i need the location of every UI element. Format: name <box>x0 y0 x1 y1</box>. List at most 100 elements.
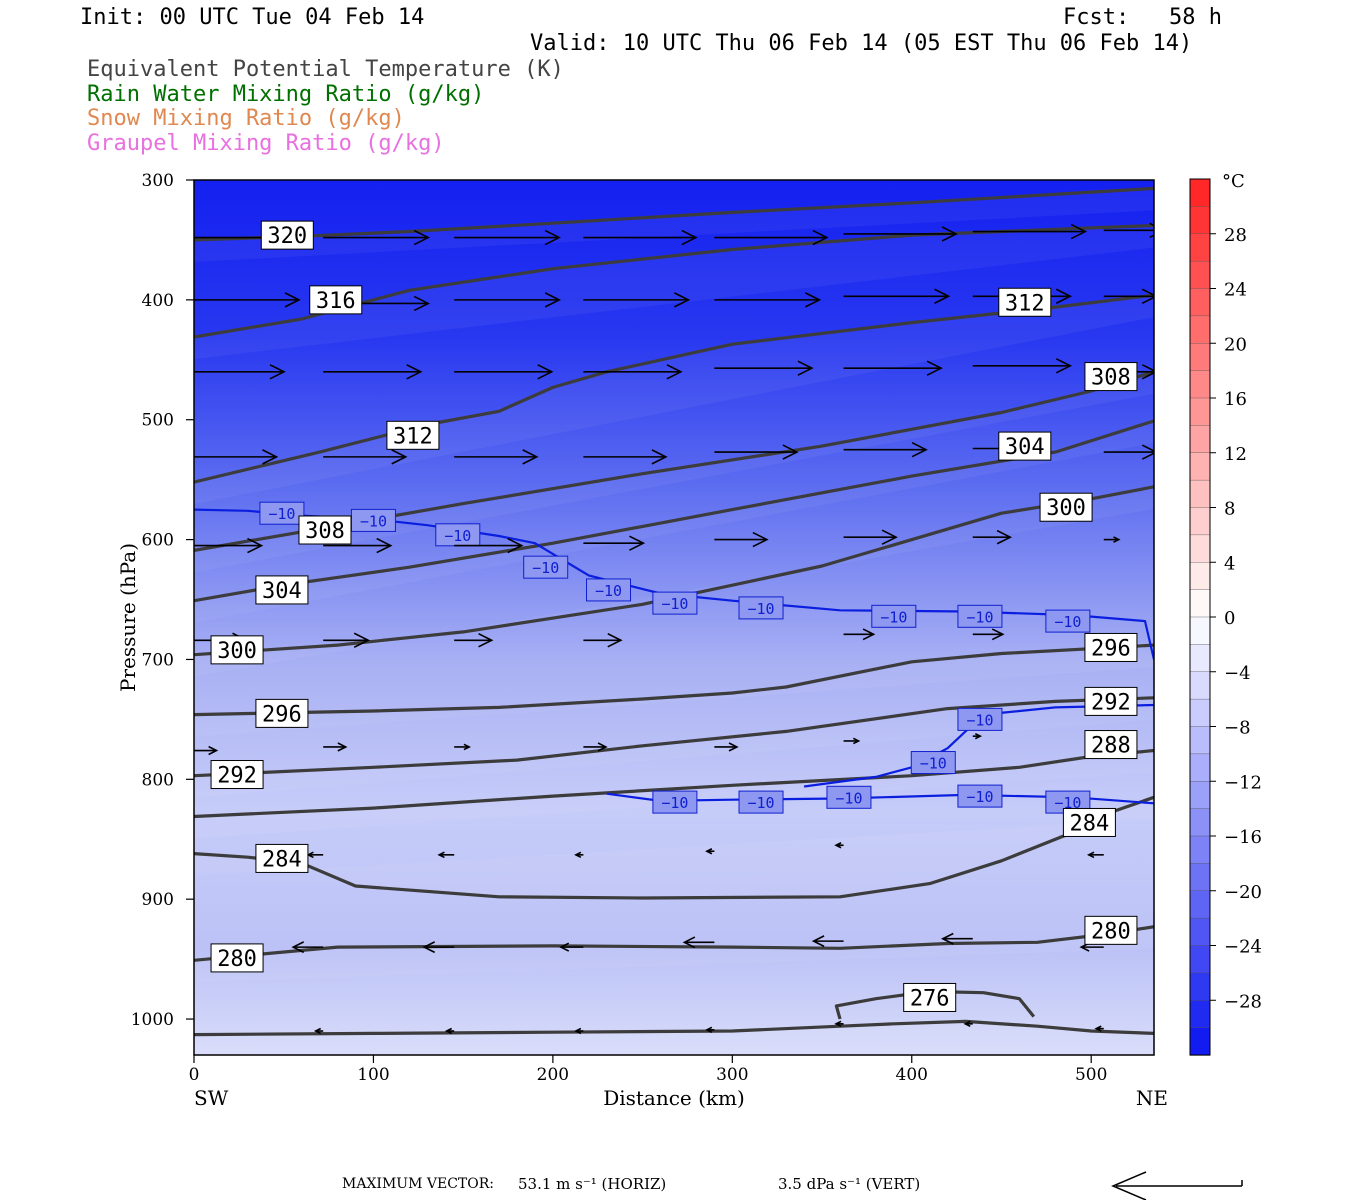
isotherm-label: −10 <box>1054 794 1081 812</box>
contour-label: 276 <box>910 986 950 1011</box>
colorbar-cell <box>1189 534 1211 563</box>
wind-vector-head <box>574 851 582 859</box>
wind-vector-head <box>926 360 943 376</box>
contour-label: 292 <box>1091 690 1131 715</box>
contour-label: 304 <box>1005 435 1045 460</box>
colorbar-cell <box>1189 644 1211 673</box>
isotherm-label: −10 <box>835 789 862 807</box>
contour-label-box <box>309 285 363 315</box>
wind-vector-head <box>247 537 264 554</box>
contour-label-box <box>903 982 957 1012</box>
temperature-band <box>194 225 1154 360</box>
colorbar-cell <box>1189 562 1211 591</box>
theta-e-line <box>194 643 1154 717</box>
colorbar-cell <box>1189 288 1211 317</box>
wind-vector-head <box>812 229 829 246</box>
contour-label: 292 <box>217 764 257 789</box>
wind-vector-head <box>934 288 951 304</box>
wind-vector-head <box>463 743 471 751</box>
isotherm-label: −10 <box>747 794 774 812</box>
contour-label: 312 <box>1005 291 1045 316</box>
colorbar-tick-label: 24 <box>1224 280 1247 301</box>
colorbar-cell <box>1189 972 1211 1001</box>
colorbar-tick-label: 20 <box>1224 334 1247 355</box>
wind-vector-head <box>337 742 348 752</box>
isotherm-label: −10 <box>661 794 688 812</box>
legend-rain: Rain Water Mixing Ratio (g/kg) <box>87 82 485 107</box>
wind-vector-head <box>537 364 554 380</box>
colorbar-cell <box>1189 233 1211 262</box>
wind-vector-head <box>406 364 423 380</box>
colorbar-cell <box>1189 370 1211 399</box>
isotherm-label-box <box>738 790 784 814</box>
colorbar-cell <box>1189 835 1211 865</box>
wind-vector-head <box>544 229 561 246</box>
colorbar-tick-label: −20 <box>1224 882 1262 903</box>
colorbar-cell <box>1189 890 1211 919</box>
x-tick-label: 400 <box>896 1065 928 1085</box>
wind-vector-head <box>1141 364 1154 380</box>
wind-vector-head <box>963 1020 971 1028</box>
wind-vector-head <box>940 932 954 945</box>
colorbar-cell <box>1189 698 1211 728</box>
isotherm-label: −10 <box>966 608 993 626</box>
wind-vector-head <box>1141 444 1154 460</box>
contour-label: 308 <box>305 519 345 544</box>
wind-vector-head <box>522 449 539 465</box>
colorbar-tick-label: 28 <box>1224 225 1247 246</box>
wind-vector-head <box>681 229 698 246</box>
wind-vector-head <box>811 935 825 948</box>
colorbar-tick-label: 16 <box>1224 389 1247 410</box>
wind-vector-head <box>262 449 279 465</box>
wind-vector-head <box>559 942 570 952</box>
contour-label-box <box>998 287 1052 317</box>
contour-label-box <box>210 760 264 790</box>
wind-vector-head <box>1113 536 1121 543</box>
wind-vector-head <box>752 531 769 548</box>
wind-vector-head <box>991 628 1005 641</box>
wind-vector-head <box>269 364 286 380</box>
colorbar-tick-label: −8 <box>1224 718 1251 739</box>
wind-vector-head <box>834 842 842 849</box>
colorbar-unit: °C <box>1222 171 1245 192</box>
wind-vector-head <box>413 295 430 312</box>
isotherm-label-box <box>259 501 305 525</box>
wind-vector-head <box>437 851 445 859</box>
contour-label-box <box>1062 807 1116 837</box>
colorbar-tick-label: 12 <box>1224 444 1247 465</box>
plot-frame <box>193 179 1155 1056</box>
x-tick-label: 500 <box>1075 1065 1107 1085</box>
x-tick-label: 300 <box>716 1065 748 1085</box>
wind-vector-head <box>1086 851 1095 859</box>
colorbar-cell <box>1189 945 1211 974</box>
isotherm-label-box <box>910 751 956 775</box>
wind-vector-head <box>881 529 898 545</box>
wind-vector-head <box>507 537 524 554</box>
isotherm-label-box <box>957 604 1003 628</box>
wind-vector-head <box>291 941 305 954</box>
y-tick-label: 600 <box>142 531 174 551</box>
contour-label-box <box>1084 632 1138 662</box>
contour-label: 320 <box>267 224 307 249</box>
legend-theta-e: Equivalent Potential Temperature (K) <box>87 57 564 82</box>
wind-vectors <box>194 222 1154 1035</box>
colorbar-tick-label: −24 <box>1224 937 1262 958</box>
y-tick-label: 900 <box>142 890 174 910</box>
wind-vector-head <box>597 742 608 752</box>
y-tick-label: 500 <box>142 411 174 431</box>
wind-vector-head <box>629 535 646 551</box>
colorbar-cell <box>1189 1000 1211 1029</box>
y-axis-label: Pressure (hPa) <box>116 543 140 692</box>
colorbar-tick-label: −16 <box>1224 827 1262 848</box>
colorbar-cell <box>1189 260 1211 290</box>
isotherm-label: −10 <box>268 505 295 523</box>
contour-label: 316 <box>316 289 356 314</box>
colorbar-cell <box>1189 206 1211 235</box>
wind-vector-head <box>674 292 691 308</box>
wind-vector-head <box>1070 223 1088 240</box>
contour-label: 304 <box>262 579 302 604</box>
y-tick-label: 300 <box>142 171 174 191</box>
temperature-band <box>194 697 1154 798</box>
colorbar-tick-label: 4 <box>1224 553 1235 574</box>
colorbar-cell <box>1189 1027 1211 1056</box>
